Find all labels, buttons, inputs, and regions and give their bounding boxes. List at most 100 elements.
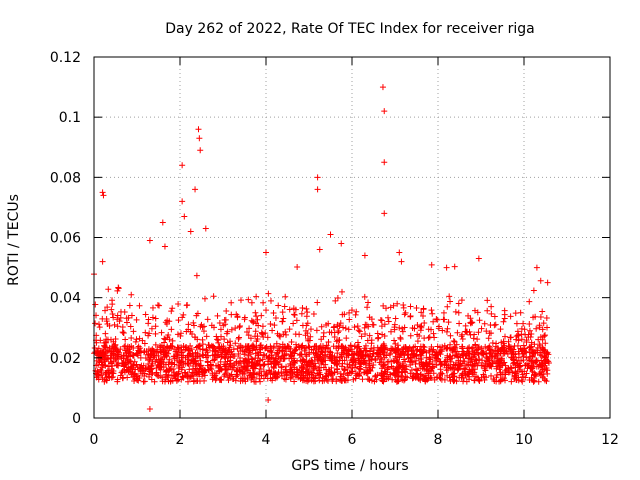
data-point [447, 298, 454, 305]
data-point [444, 344, 451, 351]
data-point [298, 310, 305, 317]
data-point [237, 347, 244, 354]
data-point [280, 355, 287, 362]
data-point [314, 186, 321, 193]
data-point [275, 345, 282, 352]
data-point [237, 378, 244, 385]
data-point [333, 378, 340, 385]
data-point [391, 337, 398, 344]
data-point [353, 372, 360, 379]
data-point [508, 354, 515, 361]
data-point [488, 310, 495, 317]
data-point [101, 342, 108, 349]
data-point [267, 358, 274, 365]
data-point [450, 346, 457, 353]
data-point [494, 372, 501, 379]
data-point [267, 347, 274, 354]
data-point [274, 330, 281, 337]
data-point [386, 351, 393, 358]
data-point [103, 350, 110, 357]
data-point [291, 311, 298, 318]
data-point [181, 369, 188, 376]
data-point [372, 372, 379, 379]
data-point [146, 330, 153, 337]
data-point [168, 326, 175, 333]
data-point [407, 332, 414, 339]
data-point [104, 304, 111, 311]
data-point [126, 302, 133, 309]
data-point [491, 313, 498, 320]
data-point [462, 352, 469, 359]
data-point [325, 378, 332, 385]
data-point [300, 357, 307, 364]
data-point [457, 354, 464, 361]
data-point [159, 219, 166, 226]
data-point [214, 336, 221, 343]
data-point [122, 347, 129, 354]
data-point [120, 329, 127, 336]
data-point [190, 353, 197, 360]
data-point [253, 338, 260, 345]
data-point [199, 324, 206, 331]
data-point [291, 311, 298, 318]
data-point [92, 320, 99, 327]
data-point [409, 347, 416, 354]
data-point [430, 318, 437, 325]
data-point [195, 361, 202, 368]
data-point [100, 192, 107, 199]
data-point [288, 339, 295, 346]
data-point [301, 345, 308, 352]
data-point [215, 339, 222, 346]
data-point [383, 352, 390, 359]
data-point [443, 345, 450, 352]
data-point [380, 362, 387, 369]
data-point [108, 360, 115, 367]
data-point [152, 341, 159, 348]
data-point [235, 360, 242, 367]
data-point [494, 351, 501, 358]
data-point [541, 349, 548, 356]
data-point [361, 324, 368, 331]
data-point [303, 361, 310, 368]
data-point [378, 347, 385, 354]
data-point [443, 328, 450, 335]
data-point [400, 302, 407, 309]
data-point [234, 368, 241, 375]
data-point [530, 314, 537, 321]
data-point [263, 343, 270, 350]
data-point [151, 378, 158, 385]
data-point [175, 317, 182, 324]
data-point [459, 336, 466, 343]
data-point [161, 335, 168, 342]
data-point [486, 343, 493, 350]
y-tick-label: 0.02 [50, 351, 81, 367]
data-point [224, 358, 231, 365]
x-tick-label: 6 [348, 432, 357, 448]
data-point [478, 325, 485, 332]
data-point [114, 351, 121, 358]
data-point [319, 356, 326, 363]
data-point [136, 375, 143, 382]
data-point [265, 396, 272, 403]
data-point [179, 198, 186, 205]
data-point [523, 339, 530, 346]
data-point [424, 363, 431, 370]
data-point [197, 147, 204, 154]
data-point [398, 258, 405, 265]
data-point [233, 371, 240, 378]
data-point [115, 285, 122, 292]
data-point [105, 369, 112, 376]
data-point [523, 360, 530, 367]
data-point [490, 376, 497, 383]
data-point [137, 345, 144, 352]
data-point [216, 319, 223, 326]
data-point [530, 360, 537, 367]
data-point [245, 296, 252, 303]
data-point [103, 377, 110, 384]
data-point [423, 354, 430, 361]
data-point [190, 319, 197, 326]
data-point [117, 314, 124, 321]
data-point [286, 306, 293, 313]
data-point [221, 354, 228, 361]
data-point [102, 330, 109, 337]
